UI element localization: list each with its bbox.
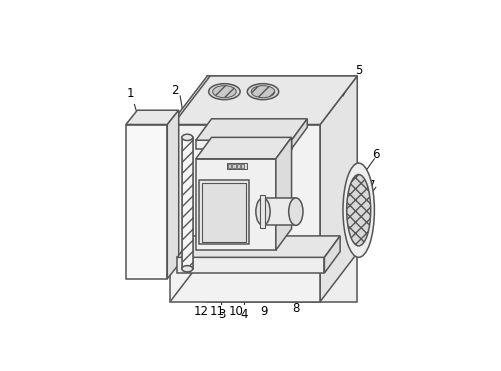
Polygon shape	[291, 119, 307, 149]
Ellipse shape	[256, 198, 270, 225]
Ellipse shape	[342, 163, 374, 257]
Ellipse shape	[181, 134, 192, 141]
Text: 9: 9	[260, 305, 268, 318]
Text: 1: 1	[126, 86, 134, 99]
Polygon shape	[177, 236, 340, 257]
Ellipse shape	[247, 83, 278, 100]
Bar	[201, 183, 245, 242]
Text: 8: 8	[292, 302, 299, 315]
Polygon shape	[177, 257, 324, 273]
Text: 2: 2	[170, 84, 178, 97]
Polygon shape	[126, 110, 178, 125]
Bar	[236, 164, 239, 168]
Ellipse shape	[212, 86, 236, 98]
Ellipse shape	[250, 86, 274, 98]
Polygon shape	[170, 76, 357, 125]
Text: 10: 10	[228, 305, 243, 318]
Polygon shape	[207, 76, 357, 302]
Bar	[227, 164, 231, 168]
Text: 6: 6	[371, 148, 379, 161]
Polygon shape	[263, 198, 295, 225]
Ellipse shape	[181, 266, 192, 272]
Text: 3: 3	[217, 308, 225, 321]
Polygon shape	[195, 119, 307, 140]
Polygon shape	[324, 236, 340, 273]
Bar	[232, 164, 235, 168]
Text: 4: 4	[240, 308, 247, 321]
Bar	[181, 137, 192, 269]
Text: 11: 11	[209, 305, 224, 318]
Ellipse shape	[288, 198, 303, 225]
Bar	[260, 195, 265, 228]
Text: 12: 12	[193, 305, 208, 318]
Polygon shape	[320, 76, 357, 302]
Polygon shape	[195, 137, 291, 159]
Bar	[227, 162, 247, 169]
Bar	[198, 180, 248, 244]
Polygon shape	[170, 125, 320, 302]
Polygon shape	[195, 159, 275, 250]
Text: 7: 7	[368, 180, 375, 193]
Text: 5: 5	[354, 64, 362, 77]
Polygon shape	[195, 140, 291, 149]
Polygon shape	[275, 137, 291, 250]
Polygon shape	[167, 110, 178, 279]
Ellipse shape	[346, 174, 370, 246]
Polygon shape	[126, 125, 167, 279]
Ellipse shape	[208, 83, 239, 100]
Bar	[240, 164, 243, 168]
Bar	[181, 137, 192, 269]
